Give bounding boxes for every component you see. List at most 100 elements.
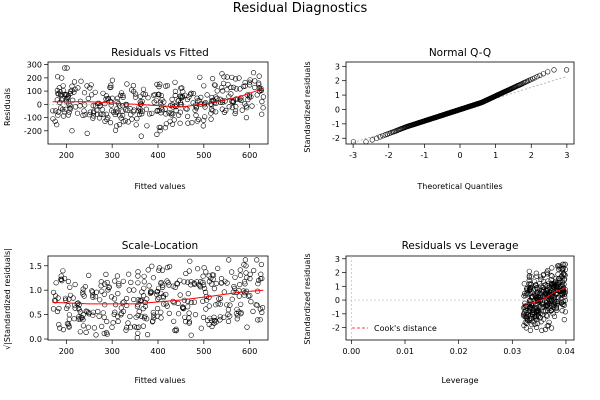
data-point [66,109,72,115]
y-tick-label: 0.5 [29,311,42,320]
data-point [164,83,171,89]
data-point [125,320,131,326]
data-point [169,96,175,102]
data-point [223,107,229,114]
data-point [123,327,129,333]
data-point [118,90,125,96]
data-point [553,275,559,282]
data-point [75,85,81,91]
data-point [156,91,162,98]
data-point [534,273,540,279]
data-point [98,111,104,117]
data-point [162,125,168,131]
data-point [256,82,262,88]
data-point [117,92,124,98]
data-point [255,281,261,287]
data-point [257,306,263,312]
data-point [181,279,187,285]
y-tick-label: 200 [27,74,42,83]
data-point [90,110,97,116]
x-tick-label: 3 [564,151,569,160]
data-point [163,83,169,89]
data-point [172,79,178,85]
data-point [158,99,164,105]
data-point [90,309,96,315]
data-point [213,302,219,308]
data-point [54,122,60,128]
data-point [80,291,86,297]
data-point [155,305,161,312]
data-point [250,308,256,315]
data-point [232,110,238,117]
data-point [169,112,175,118]
data-point [256,73,262,79]
data-point [133,314,139,320]
data-point [74,110,81,116]
data-point [549,273,555,279]
data-point [63,297,69,303]
data-point [157,81,163,87]
data-point [209,323,215,330]
data-point [247,271,253,277]
data-point [130,82,136,89]
data-point [210,276,216,282]
data-point [125,107,131,113]
data-point [179,85,185,91]
data-point [94,107,100,113]
data-point [209,106,215,112]
data-point [175,98,181,104]
data-point [242,290,248,296]
data-point [225,81,231,88]
data-point [546,319,552,325]
data-point [221,314,227,320]
data-point [180,305,186,311]
data-point [55,109,61,115]
data-point [89,289,96,295]
data-point [244,324,250,330]
data-point [230,99,236,105]
data-point [140,323,146,329]
data-point [214,95,220,101]
data-point [255,317,261,323]
data-point [209,318,215,324]
data-point [154,131,160,137]
data-point [259,309,265,316]
data-point [136,105,142,111]
data-point [208,116,214,122]
data-point [135,330,141,336]
data-point [135,302,141,308]
x-tick-label: 500 [196,347,211,356]
x-tick-label: 0.04 [557,347,575,356]
data-point [202,104,208,110]
data-point [103,111,109,117]
data-point [222,278,228,284]
data-point [90,113,97,119]
data-point [179,94,185,100]
data-point [158,92,164,99]
data-point [528,274,534,280]
data-point [230,289,236,295]
data-point [82,102,88,108]
data-point [168,110,174,116]
data-point [247,77,253,83]
data-point [67,292,74,298]
data-point [54,308,61,315]
data-point [135,280,141,286]
x-tick-label: 300 [105,347,120,356]
data-point [96,115,103,121]
data-point [141,293,147,299]
data-point [158,280,164,286]
data-point [522,319,528,326]
data-point [551,304,557,310]
data-point [61,275,68,282]
data-point [560,302,566,308]
data-point [541,316,547,322]
y-axis-label: √|Standardized residuals| [3,248,12,350]
data-point [210,75,216,82]
data-point [230,98,236,104]
y-tick-label: -1 [332,120,340,129]
data-point [201,117,207,123]
data-point [114,108,120,114]
data-point [126,287,132,293]
data-point [92,89,98,95]
